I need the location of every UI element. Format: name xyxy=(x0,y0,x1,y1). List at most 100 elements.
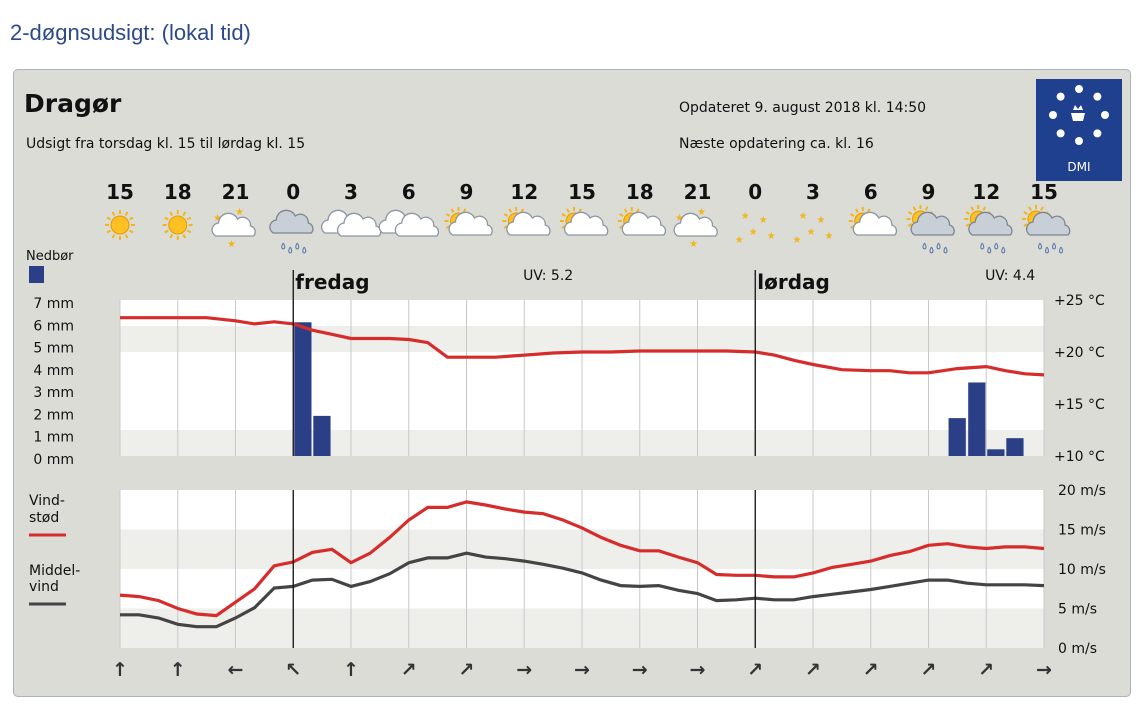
sun-ray xyxy=(907,211,913,215)
star-glyph: ★ xyxy=(817,215,826,226)
sun-ray xyxy=(169,211,174,216)
sun-ray xyxy=(578,208,582,213)
sun-ray xyxy=(965,223,971,227)
star-glyph: ★ xyxy=(227,239,236,250)
sun-ray xyxy=(866,208,871,213)
wind-direction-arrow: → xyxy=(516,659,532,681)
rain-drop xyxy=(922,242,927,250)
stars-icon: ★ ★★ ★★ xyxy=(735,211,776,246)
star-glyph: ★ xyxy=(749,227,758,238)
precip-bar xyxy=(294,322,312,456)
sun-cloud-rain-icon: ٰٰٰٰ xyxy=(1022,205,1071,254)
precip-tick-label: 2 mm xyxy=(33,407,74,423)
mean-legend-label: Middel- xyxy=(29,563,80,579)
sun-ray xyxy=(508,208,513,213)
sun-ray xyxy=(912,206,917,211)
star-glyph: ★ xyxy=(799,211,808,222)
star-glyph: ★ xyxy=(675,213,684,224)
sun-ray xyxy=(106,229,111,234)
rain-drop xyxy=(1051,242,1057,250)
sun-ray xyxy=(854,208,859,213)
sun-ray xyxy=(169,234,174,239)
hour-label: 21 xyxy=(222,180,250,204)
sun-cloud-icon xyxy=(502,207,551,236)
partly-cloudy-icon xyxy=(320,209,382,237)
hour-label: 9 xyxy=(922,180,936,204)
logo-dot xyxy=(1093,129,1102,138)
hour-label: 3 xyxy=(806,180,820,204)
wind-direction-arrow: ↗ xyxy=(921,659,937,681)
precip-bar xyxy=(987,449,1005,456)
cloud-shape xyxy=(269,209,314,234)
wind-tick-label: 5 m/s xyxy=(1058,602,1097,618)
uv-label: UV: 5.2 xyxy=(523,268,573,284)
precip-legend-label: Nedbør xyxy=(26,249,74,264)
temperature-line xyxy=(120,316,1045,377)
hour-label: 3 xyxy=(344,180,358,204)
gust-legend-label: Vind- xyxy=(29,493,65,509)
precip-tick-label: 4 mm xyxy=(33,363,74,379)
gust-legend-label: stød xyxy=(29,510,59,526)
sun-ray xyxy=(1023,211,1028,215)
wind-tick-label: 20 m/s xyxy=(1058,483,1106,499)
cloud-shape xyxy=(968,211,1013,236)
cloud-shape xyxy=(211,212,256,237)
precip-bar xyxy=(968,382,986,456)
temp-tick-label: +20 °C xyxy=(1054,345,1105,361)
logo-dot xyxy=(1075,85,1083,93)
star-glyph: ★ xyxy=(741,211,750,222)
sun-ray xyxy=(924,206,929,211)
star-glyph: ★ xyxy=(825,231,834,242)
star-glyph: ★ xyxy=(697,207,706,218)
hour-label: 12 xyxy=(972,180,1000,204)
wind-tick-label: 10 m/s xyxy=(1058,562,1106,578)
sun-ray xyxy=(520,208,525,213)
hour-label: 0 xyxy=(748,180,762,204)
sun-ray xyxy=(186,229,192,234)
cloud-shape xyxy=(852,211,898,236)
rain-drop xyxy=(1037,242,1043,250)
logo-dot xyxy=(1049,111,1057,119)
wind-direction-arrow: → xyxy=(690,659,706,681)
cloud-rain-icon: ٰٰٰٰ xyxy=(269,209,314,254)
logo-dot xyxy=(1093,92,1102,101)
gust-line xyxy=(119,500,1045,618)
sun-cloud-icon xyxy=(617,207,667,236)
wind-tick-label: 15 m/s xyxy=(1058,523,1106,539)
rain-drop xyxy=(980,242,985,250)
hour-label: 0 xyxy=(286,180,300,204)
hour-label: 21 xyxy=(684,180,712,204)
cloud-shape xyxy=(673,212,718,237)
hour-label: 9 xyxy=(460,180,474,204)
cloud-shape xyxy=(1025,211,1071,236)
rain-drop xyxy=(936,242,941,250)
wind-direction-arrow: ↗ xyxy=(805,659,821,681)
star-glyph: ★ xyxy=(807,227,816,238)
rain-drop xyxy=(281,242,286,250)
logo-dot xyxy=(1056,92,1065,101)
sun-ray xyxy=(566,208,570,213)
rain-drop xyxy=(1044,246,1050,254)
cloud-shape xyxy=(448,211,493,236)
sun-ray xyxy=(561,213,566,217)
rain-drop xyxy=(1001,246,1006,254)
wind-direction-arrow: ↗ xyxy=(401,659,417,681)
mean-legend-label: vind xyxy=(29,579,59,595)
sun-ray xyxy=(619,213,624,217)
stars-icon: ★ ★★ ★★ xyxy=(793,211,834,246)
partly-cloudy-icon xyxy=(378,209,440,237)
rain-drop xyxy=(288,246,293,254)
precip-tick-label: 1 mm xyxy=(33,430,74,446)
sun-ray xyxy=(850,213,855,217)
sun-ray xyxy=(503,213,509,217)
sun-ray xyxy=(1023,223,1028,227)
sun-ray xyxy=(164,229,169,234)
dmi-logo: DMI xyxy=(1036,79,1122,181)
hour-label: 6 xyxy=(864,180,878,204)
precip-bar xyxy=(948,418,966,456)
star-glyph: ★ xyxy=(735,235,744,246)
sun-ray xyxy=(129,229,134,234)
rain-drop xyxy=(929,246,934,254)
precip-tick-label: 6 mm xyxy=(33,318,74,334)
sun-ray xyxy=(462,208,467,213)
